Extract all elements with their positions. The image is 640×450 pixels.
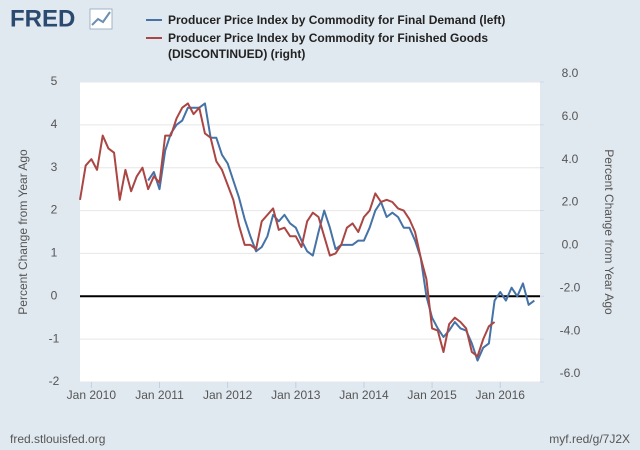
x-tick-label: Jan 2010 [67,388,117,402]
y-axis-label: Percent Change from Year Ago [16,149,30,315]
legend-entry: Producer Price Index by Commodity for Fi… [146,30,588,62]
y-tick-label: 2 [51,203,58,217]
y-tick-label: 1 [51,246,58,260]
y2-tick-label: 0.0 [562,238,579,252]
y2-tick-label: -4.0 [560,323,581,337]
y2-tick-label: 6.0 [562,109,579,123]
y-tick-label: 0 [51,288,58,302]
y-tick-label: -2 [49,374,60,388]
y2-tick-label: 4.0 [562,152,579,166]
y2-tick-label: -6.0 [560,366,581,380]
series-line [79,102,496,358]
legend-text: Producer Price Index by Commodity for Fi… [168,31,489,61]
logo-icon-line [91,11,111,26]
legend-swatch [146,19,162,21]
fred-logo: FRED [10,5,113,32]
y2-tick-label: 2.0 [562,195,579,209]
legend-entry: Producer Price Index by Commodity for Fi… [146,12,588,28]
y2-tick-label: 8.0 [562,66,579,80]
y-tick-label: 5 [51,74,58,88]
x-tick-label: Jan 2015 [407,388,457,402]
logo-icon [89,8,113,30]
y-tick-label: 3 [51,160,58,174]
plot-area [80,82,540,382]
x-tick-label: Jan 2012 [203,388,253,402]
logo-text: FRED [10,5,75,32]
y2-axis-label: Percent Change from Year Ago [602,149,616,315]
x-tick-label: Jan 2011 [135,388,184,402]
source: fred.stlouisfed.org [10,432,105,446]
x-tick-label: Jan 2016 [476,388,526,402]
short-link: myf.red/g/7J2X [549,432,630,446]
y2-tick-label: -2.0 [560,280,581,294]
y-tick-label: 4 [51,117,58,131]
legend-swatch [146,37,162,39]
x-tick-label: Jan 2014 [339,388,389,402]
y-tick-label: -1 [49,331,60,345]
legend-text: Producer Price Index by Commodity for Fi… [168,13,506,27]
x-tick-label: Jan 2013 [271,388,321,402]
